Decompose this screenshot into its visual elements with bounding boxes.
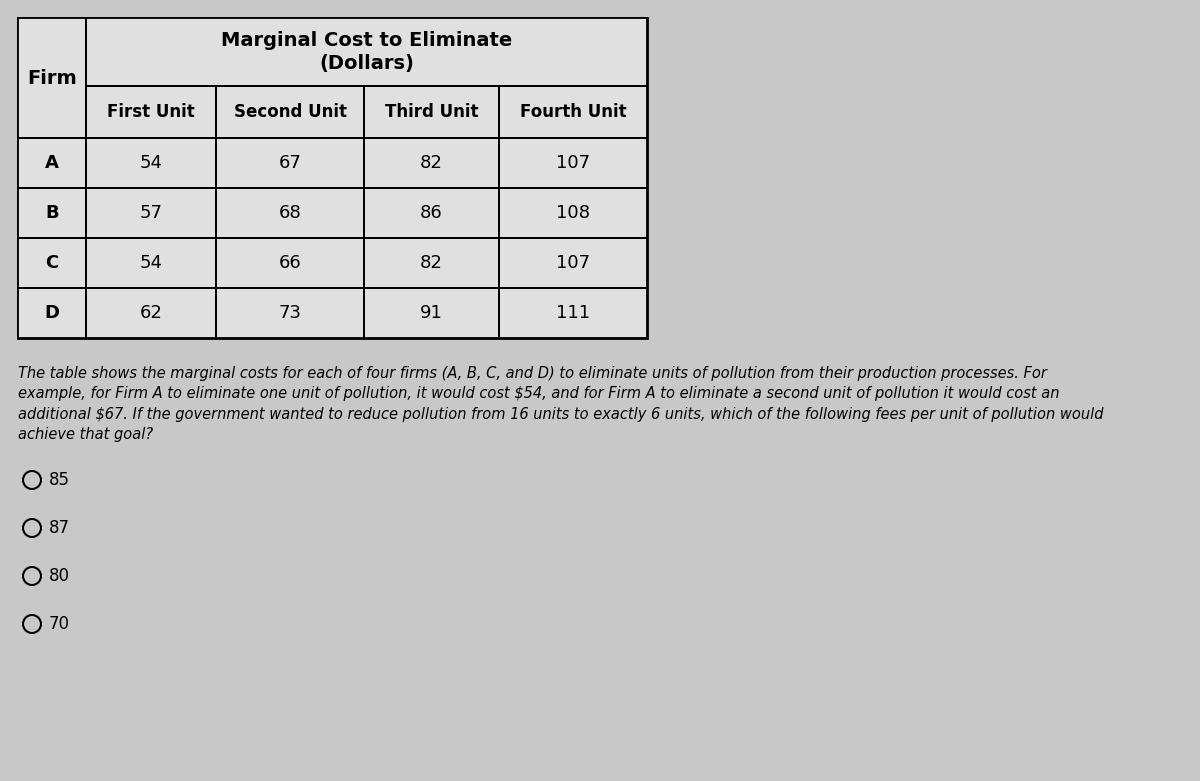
Bar bbox=[18, 138, 86, 188]
Text: A: A bbox=[46, 154, 59, 172]
Text: 82: 82 bbox=[420, 254, 443, 272]
Bar bbox=[216, 288, 364, 338]
Bar bbox=[364, 188, 499, 238]
Text: 80: 80 bbox=[49, 567, 70, 585]
Bar bbox=[216, 238, 364, 288]
Bar bbox=[499, 238, 647, 288]
Bar bbox=[18, 18, 647, 338]
Bar bbox=[216, 238, 364, 288]
Bar bbox=[86, 238, 216, 288]
Text: B: B bbox=[46, 204, 59, 222]
Bar bbox=[216, 86, 364, 138]
Bar bbox=[18, 288, 86, 338]
Bar bbox=[364, 138, 499, 188]
Bar bbox=[364, 288, 499, 338]
Text: 91: 91 bbox=[420, 304, 443, 322]
Text: The table shows the marginal costs for each of four firms (A, B, C, and D) to el: The table shows the marginal costs for e… bbox=[18, 366, 1104, 442]
Bar bbox=[18, 238, 86, 288]
Bar bbox=[86, 18, 647, 86]
Bar bbox=[499, 288, 647, 338]
Text: 111: 111 bbox=[556, 304, 590, 322]
Bar bbox=[499, 188, 647, 238]
Bar bbox=[86, 86, 216, 138]
Text: 62: 62 bbox=[139, 304, 162, 322]
Text: Firm: Firm bbox=[28, 69, 77, 87]
Bar bbox=[499, 188, 647, 238]
Text: 67: 67 bbox=[278, 154, 301, 172]
Text: 70: 70 bbox=[49, 615, 70, 633]
Bar bbox=[216, 138, 364, 188]
Bar bbox=[499, 138, 647, 188]
Text: 108: 108 bbox=[556, 204, 590, 222]
Text: 87: 87 bbox=[49, 519, 70, 537]
Text: Fourth Unit: Fourth Unit bbox=[520, 103, 626, 121]
Bar bbox=[86, 18, 647, 86]
Text: 68: 68 bbox=[278, 204, 301, 222]
Bar bbox=[499, 288, 647, 338]
Bar bbox=[18, 238, 86, 288]
Bar bbox=[18, 288, 86, 338]
Bar bbox=[18, 188, 86, 238]
Text: 54: 54 bbox=[139, 254, 162, 272]
Bar bbox=[86, 138, 216, 188]
Bar bbox=[86, 86, 216, 138]
Bar bbox=[364, 188, 499, 238]
Bar bbox=[18, 188, 86, 238]
Bar bbox=[364, 288, 499, 338]
Bar bbox=[216, 138, 364, 188]
Text: C: C bbox=[46, 254, 59, 272]
Text: Marginal Cost to Eliminate
(Dollars): Marginal Cost to Eliminate (Dollars) bbox=[221, 31, 512, 73]
Bar bbox=[364, 238, 499, 288]
Bar bbox=[499, 86, 647, 138]
Text: 107: 107 bbox=[556, 254, 590, 272]
Bar bbox=[499, 238, 647, 288]
Text: 82: 82 bbox=[420, 154, 443, 172]
Bar bbox=[216, 288, 364, 338]
Text: 66: 66 bbox=[278, 254, 301, 272]
Bar bbox=[86, 188, 216, 238]
Bar bbox=[18, 18, 86, 138]
Text: 57: 57 bbox=[139, 204, 162, 222]
Bar bbox=[364, 86, 499, 138]
Bar bbox=[216, 188, 364, 238]
Bar bbox=[364, 138, 499, 188]
Bar bbox=[499, 86, 647, 138]
Bar bbox=[18, 138, 86, 188]
Text: D: D bbox=[44, 304, 60, 322]
Bar bbox=[499, 138, 647, 188]
Bar bbox=[86, 238, 216, 288]
Bar bbox=[86, 288, 216, 338]
Text: Second Unit: Second Unit bbox=[234, 103, 347, 121]
Text: Third Unit: Third Unit bbox=[385, 103, 479, 121]
Bar bbox=[86, 138, 216, 188]
Bar bbox=[86, 288, 216, 338]
Bar bbox=[216, 188, 364, 238]
Bar bbox=[364, 86, 499, 138]
Text: 73: 73 bbox=[278, 304, 301, 322]
Text: 54: 54 bbox=[139, 154, 162, 172]
Bar bbox=[216, 86, 364, 138]
Text: First Unit: First Unit bbox=[107, 103, 194, 121]
Text: 107: 107 bbox=[556, 154, 590, 172]
Text: 86: 86 bbox=[420, 204, 443, 222]
Bar bbox=[18, 18, 86, 138]
Bar bbox=[86, 188, 216, 238]
Bar bbox=[364, 238, 499, 288]
Text: 85: 85 bbox=[49, 471, 70, 489]
